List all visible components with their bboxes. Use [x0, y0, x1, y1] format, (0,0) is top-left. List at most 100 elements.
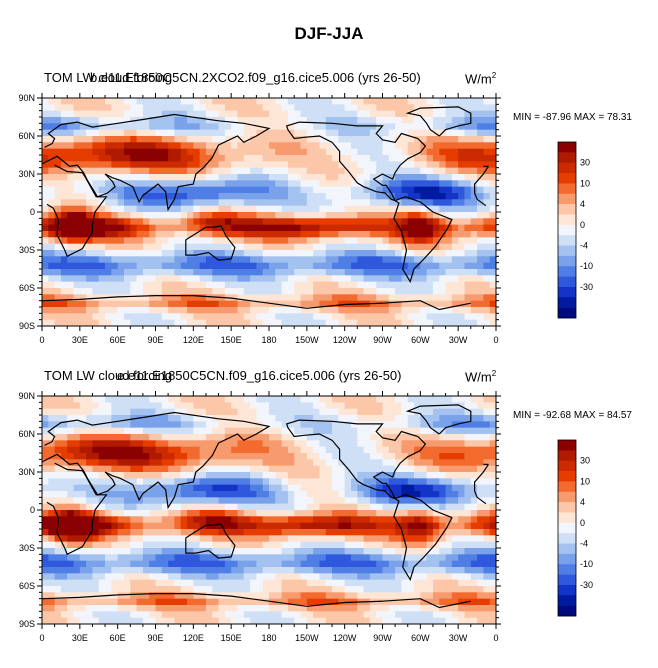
- contour-cell: [137, 263, 144, 270]
- contour-cell: [275, 206, 282, 213]
- contour-cell: [294, 523, 301, 530]
- contour-cell: [414, 415, 421, 422]
- contour-cell: [187, 542, 194, 549]
- contour-cell: [137, 142, 144, 149]
- contour-cell: [137, 130, 144, 137]
- contour-cell: [345, 516, 352, 523]
- contour-cell: [206, 225, 213, 232]
- contour-cell: [118, 421, 125, 428]
- contour-cell: [364, 529, 371, 536]
- contour-cell: [263, 491, 270, 498]
- contour-cell: [471, 142, 478, 149]
- contour-cell: [130, 237, 137, 244]
- contour-cell: [490, 117, 497, 124]
- contour-cell: [42, 573, 49, 580]
- contour-cell: [237, 466, 244, 473]
- contour-cell: [124, 497, 131, 504]
- contour-cell: [61, 313, 68, 320]
- contour-cell: [383, 244, 390, 251]
- contour-cell: [288, 320, 295, 327]
- contour-cell: [439, 313, 446, 320]
- contour-cell: [168, 554, 175, 561]
- contour-cell: [181, 123, 188, 130]
- contour-cell: [137, 535, 144, 542]
- contour-cell: [130, 510, 137, 517]
- min-label: MIN = -92.68: [513, 410, 571, 421]
- contour-cell: [275, 472, 282, 479]
- contour-cell: [464, 288, 471, 295]
- contour-cell: [80, 510, 87, 517]
- contour-cell: [427, 199, 434, 206]
- contour-cell: [313, 174, 320, 181]
- contour-cell: [389, 535, 396, 542]
- contour-cell: [301, 504, 308, 511]
- contour-cell: [181, 98, 188, 105]
- contour-cell: [408, 187, 415, 194]
- contour-cell: [80, 98, 87, 105]
- contour-cell: [433, 117, 440, 124]
- contour-cell: [99, 313, 106, 320]
- contour-cell: [118, 231, 125, 238]
- contour-cell: [206, 263, 213, 270]
- contour-cell: [212, 288, 219, 295]
- contour-cell: [288, 275, 295, 282]
- contour-cell: [414, 98, 421, 105]
- contour-cell: [332, 212, 339, 219]
- contour-cell: [105, 586, 112, 593]
- contour-cell: [219, 516, 226, 523]
- contour-cell: [452, 161, 459, 168]
- contour-cell: [326, 573, 333, 580]
- contour-cell: [420, 535, 427, 542]
- contour-cell: [433, 231, 440, 238]
- contour-cell: [313, 231, 320, 238]
- contour-cell: [237, 244, 244, 251]
- contour-cell: [383, 206, 390, 213]
- contour-cell: [458, 212, 465, 219]
- contour-cell: [237, 307, 244, 314]
- contour-cell: [294, 282, 301, 289]
- contour-cell: [263, 288, 270, 295]
- contour-cell: [490, 472, 497, 479]
- contour-cell: [313, 510, 320, 517]
- contour-cell: [420, 294, 427, 301]
- contour-cell: [149, 396, 156, 403]
- contour-cell: [269, 535, 276, 542]
- contour-cell: [193, 123, 200, 130]
- contour-cell: [269, 548, 276, 555]
- contour-cell: [433, 199, 440, 206]
- contour-cell: [67, 586, 74, 593]
- contour-cell: [42, 218, 49, 225]
- contour-cell: [326, 98, 333, 105]
- contour-cell: [307, 282, 314, 289]
- contour-cell: [193, 459, 200, 466]
- contour-cell: [105, 307, 112, 314]
- contour-cell: [351, 263, 358, 270]
- contour-cell: [319, 548, 326, 555]
- colorbar-swatch: [558, 256, 576, 267]
- contour-cell: [439, 206, 446, 213]
- contour-cell: [301, 212, 308, 219]
- contour-cell: [61, 187, 68, 194]
- contour-cell: [99, 168, 106, 175]
- contour-cell: [326, 542, 333, 549]
- contour-cell: [471, 98, 478, 105]
- contour-cell: [490, 567, 497, 574]
- contour-cell: [294, 199, 301, 206]
- contour-cell: [319, 180, 326, 187]
- contour-cell: [338, 206, 345, 213]
- contour-cell: [237, 510, 244, 517]
- contour-cell: [193, 307, 200, 314]
- contour-cell: [364, 523, 371, 530]
- contour-cell: [414, 428, 421, 435]
- contour-cell: [370, 402, 377, 409]
- contour-cell: [351, 447, 358, 454]
- contour-cell: [219, 244, 226, 251]
- contour-cell: [357, 523, 364, 530]
- contour-cell: [92, 561, 99, 568]
- contour-cell: [74, 428, 81, 435]
- contour-cell: [74, 466, 81, 473]
- contour-cell: [395, 320, 402, 327]
- contour-cell: [383, 98, 390, 105]
- contour-cell: [332, 130, 339, 137]
